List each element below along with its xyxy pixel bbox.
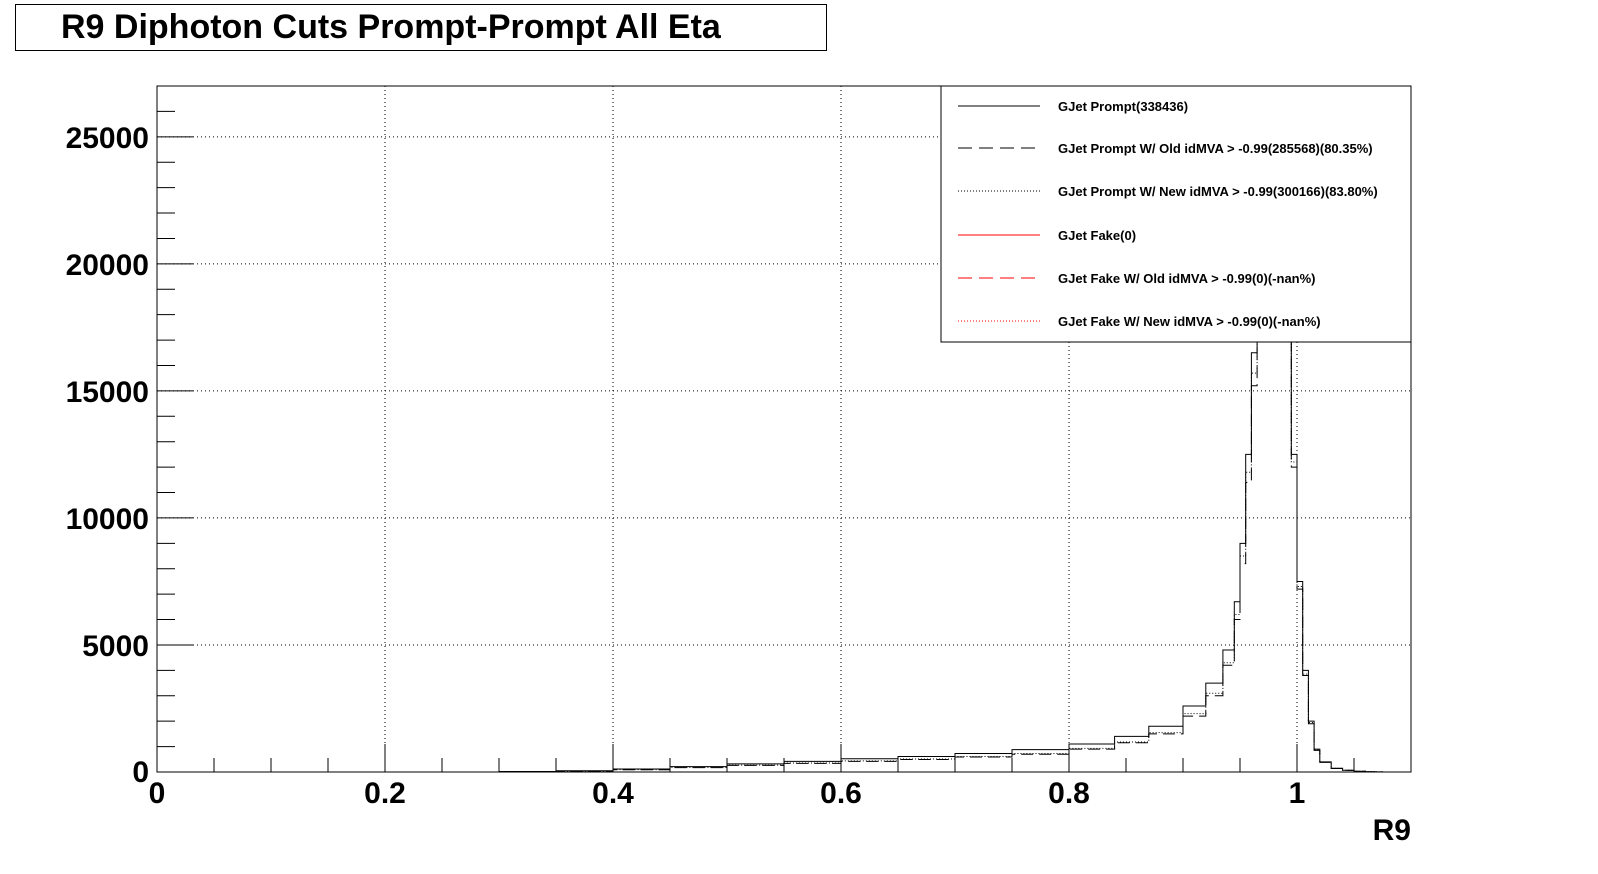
x-tick-label: 0.6 — [820, 777, 862, 810]
legend-label: GJet Fake(0) — [1058, 228, 1136, 243]
x-tick-label: 0.8 — [1048, 777, 1090, 810]
y-tick-label: 10000 — [66, 503, 149, 536]
x-tick-label: 1 — [1289, 777, 1306, 810]
axis-tick-labels: 0 0.2 0.4 0.6 0.8 1 0 5000 10000 15000 20000 25000 — [66, 122, 1306, 810]
y-tick-label: 0 — [132, 756, 149, 789]
legend-label: GJet Prompt W/ Old idMVA > -0.99(285568)… — [1058, 141, 1373, 156]
legend-box — [940, 85, 1412, 343]
legend-label: GJet Fake W/ New idMVA > -0.99(0)(-nan%) — [1058, 314, 1321, 329]
x-tick-label: 0 — [149, 777, 166, 810]
chart-title: R9 Diphoton Cuts Prompt-Prompt All Eta — [61, 8, 721, 46]
chart-title-box: R9 Diphoton Cuts Prompt-Prompt All Eta — [15, 4, 827, 51]
axis-ticks — [156, 85, 1412, 773]
y-tick-label: 5000 — [82, 630, 149, 663]
legend-label: GJet Prompt W/ New idMVA > -0.99(300166)… — [1058, 184, 1378, 199]
legend-label: GJet Prompt(338436) — [1058, 99, 1188, 114]
x-axis-title: R9 — [1373, 814, 1411, 847]
y-tick-label: 25000 — [66, 122, 149, 155]
x-tick-label: 0.4 — [592, 777, 634, 810]
y-tick-label: 15000 — [66, 376, 149, 409]
x-tick-label: 0.2 — [364, 777, 406, 810]
legend: GJet Prompt(338436) GJet Prompt W/ Old id… — [940, 85, 1412, 343]
y-tick-label: 20000 — [66, 249, 149, 282]
legend-label: GJet Fake W/ Old idMVA > -0.99(0)(-nan%) — [1058, 271, 1316, 286]
